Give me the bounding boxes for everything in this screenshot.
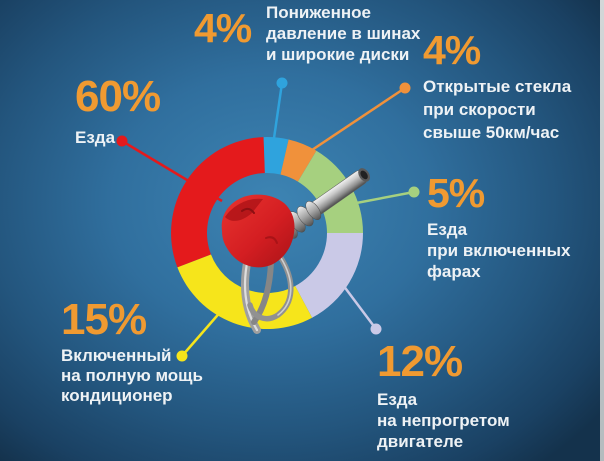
callout-4-percent-tires: 4% Пониженное давление в шинах и широкие…: [194, 2, 420, 64]
percent-value: 4%: [194, 5, 252, 51]
percent-value: 60%: [75, 72, 161, 121]
donut-segment-0: [171, 137, 265, 268]
callout-text-line: Езда: [75, 128, 116, 147]
callout-5-percent-headlights: 5% Езда при включенных фарах: [427, 173, 571, 282]
callout-60-percent: 60% Езда: [75, 72, 161, 148]
callout-text-line: при скорости: [423, 100, 536, 119]
callout-text-line: Езда: [427, 220, 468, 239]
callout-text-line: фарах: [427, 262, 481, 281]
callout-line-2: [302, 86, 406, 158]
callout-15-percent-ac: 15% Включенный на полную мощь кондиционе…: [61, 298, 203, 406]
callout-text-line: кондиционер: [61, 386, 173, 405]
fuel-nozzle-illustration: [221, 168, 371, 334]
callout-lines-layer: [116, 77, 420, 362]
callout-text-line: и широкие диски: [266, 45, 410, 64]
callout-text-line: двигателе: [377, 432, 464, 451]
callout-dot-4: [370, 323, 382, 335]
callout-dot-3: [408, 186, 420, 198]
callout-text-line: Пониженное: [266, 3, 371, 22]
callout-text-line: при включенных: [427, 241, 571, 260]
donut-segment-1: [263, 137, 289, 175]
callout-12-percent-cold-engine: 12% Езда на непрогретом двигателе: [377, 340, 510, 452]
nozzle-handle-icon: [241, 254, 294, 334]
donut-segment-4: [295, 233, 363, 318]
callout-text-line: Открытые стекла: [423, 77, 572, 96]
callout-text: Пониженное давление в шинах и широкие ди…: [266, 2, 420, 65]
donut-segment-2: [280, 139, 317, 182]
percent-value: 5%: [427, 170, 485, 216]
percent-value: 15%: [61, 295, 147, 344]
photo-edge-strip: [600, 0, 604, 461]
callout-dot-5: [176, 350, 188, 362]
callout-text-line: на непрогретом: [377, 411, 510, 430]
callout-4-percent-windows: 4% Открытые стекла при скорости свыше 50…: [423, 30, 571, 144]
callout-text: Открытые стекла при скорости свыше 50км/…: [423, 75, 571, 144]
percent-value: 12%: [377, 337, 463, 386]
callout-dot-0: [116, 135, 128, 147]
percent-value: 4%: [423, 27, 481, 73]
callout-text-line: давление в шинах: [266, 24, 421, 43]
callout-dot-2: [399, 82, 411, 94]
callout-text: Езда на непрогретом двигателе: [377, 389, 510, 452]
callout-dot-1: [276, 77, 288, 89]
callout-text-line: Включенный: [61, 346, 172, 365]
callout-text: Езда при включенных фарах: [427, 219, 571, 282]
callout-text: Включенный на полную мощь кондиционер: [61, 346, 203, 406]
callout-text-line: Езда: [377, 390, 418, 409]
callout-text-line: свыше 50км/час: [423, 123, 560, 142]
nozzle-body-icon: [221, 194, 295, 268]
callout-text-line: на полную мощь: [61, 366, 203, 385]
